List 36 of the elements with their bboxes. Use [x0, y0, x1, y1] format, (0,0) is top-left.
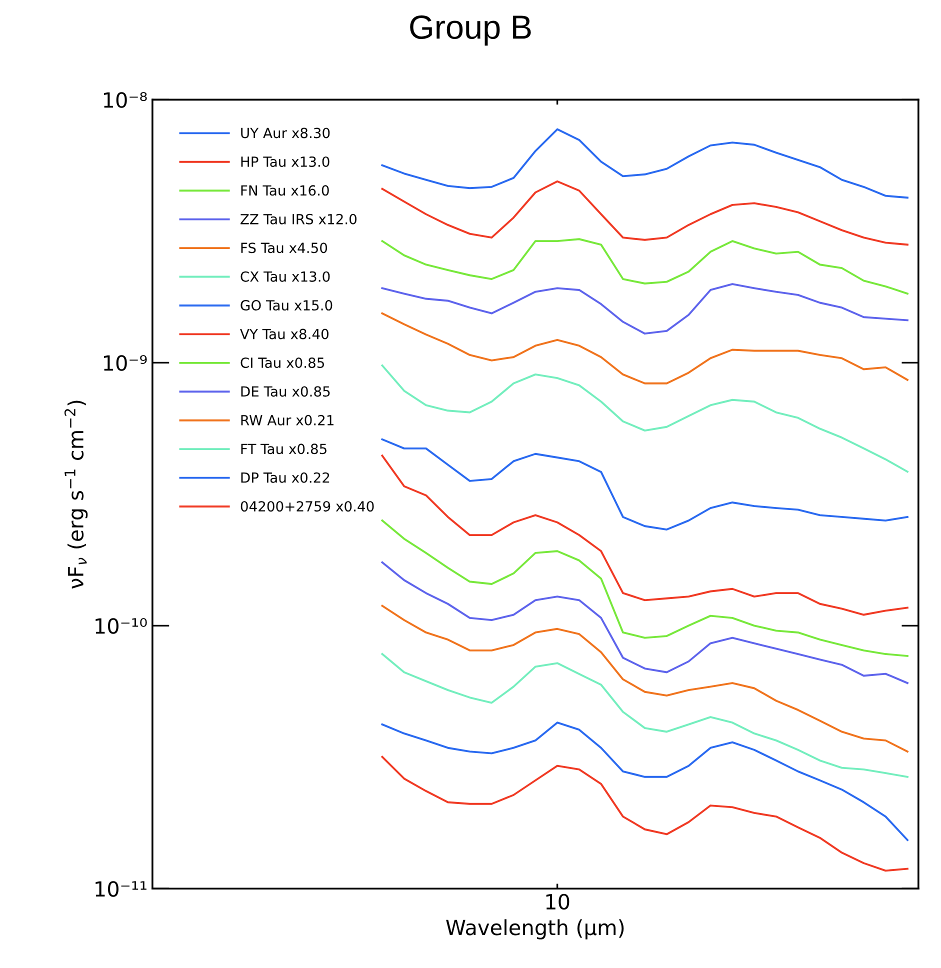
y-tick-label: 10⁻⁹	[104, 355, 147, 371]
line-series	[381, 283, 908, 335]
x-axis-title: Wavelength (μm)	[446, 919, 624, 940]
line-series	[381, 454, 908, 616]
legend-label: FS Tau x4.50	[241, 242, 328, 254]
y-tick-label: 10⁻⁸	[104, 92, 147, 108]
x-tick-label: 10	[546, 894, 570, 910]
legend-label: UY Aur x8.30	[241, 128, 330, 138]
line-series	[381, 180, 908, 246]
legend-label: 04200+2759 x0.40	[240, 501, 374, 512]
line-series	[381, 128, 908, 199]
line-series	[381, 722, 908, 842]
line-series	[381, 520, 908, 657]
legend-label: DE Tau x0.85	[241, 386, 330, 397]
y-tick-label: 10⁻¹¹	[96, 881, 146, 897]
line-series	[381, 312, 908, 384]
y-tick-label: 10⁻¹⁰	[96, 618, 147, 634]
line-series	[381, 561, 908, 684]
legend-label: CI Tau x0.85	[240, 357, 324, 368]
legend-label: DP Tau x0.22	[241, 472, 330, 483]
chart-title: Group B	[410, 15, 531, 46]
legend-label: RW Aur x0.21	[241, 414, 334, 426]
legend-label: ZZ Tau IRS x12.0	[240, 214, 357, 224]
legend-label: VY Tau x8.40	[240, 328, 328, 340]
line-series	[381, 653, 908, 778]
legend-label: GO Tau x15.0	[240, 300, 332, 311]
legend-label: HP Tau x13.0	[241, 156, 330, 167]
line-series	[381, 438, 908, 531]
line-series	[381, 604, 908, 753]
legend-label: FT Tau x0.85	[241, 444, 326, 454]
line-series	[381, 756, 908, 872]
y-axis-title: νF$_{ν}$ (erg s$^{−1}$ cm$^{−2}$)	[64, 400, 88, 589]
line-series	[381, 238, 908, 295]
legend-label: FN Tau x16.0	[241, 185, 329, 196]
legend-label: CX Tau x13.0	[240, 271, 330, 282]
line-series	[381, 364, 908, 473]
